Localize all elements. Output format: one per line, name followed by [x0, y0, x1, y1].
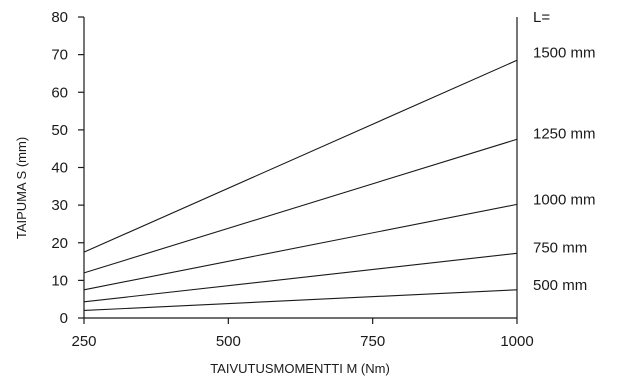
- series-label: 1250 mm: [533, 125, 596, 142]
- x-tick-label: 1000: [500, 333, 533, 350]
- y-tick-label: 60: [51, 84, 68, 101]
- series-line: [83, 203, 518, 291]
- series-line: [83, 138, 518, 274]
- x-axis-title: TAIVUTUSMOMENTTI M (Nm): [210, 361, 390, 376]
- series-label: 750 mm: [533, 239, 587, 256]
- y-tick-label: 70: [51, 47, 68, 64]
- y-tick-label: 10: [51, 272, 68, 289]
- y-tick-label: 50: [51, 122, 68, 139]
- x-tick-label: 250: [71, 333, 96, 350]
- series-line: [83, 59, 518, 253]
- x-tick-label: 500: [216, 333, 241, 350]
- y-tick-label: 0: [60, 310, 68, 327]
- y-axis-title: TAIPUMA S (mm): [14, 137, 29, 239]
- series-lines: [83, 59, 518, 312]
- series-labels: 500 mm 750 mm 1000 mm 1250 mm 1500 mm: [533, 44, 596, 294]
- plot-axes: [83, 17, 518, 319]
- y-tick-label: 20: [51, 235, 68, 252]
- series-label: 1000 mm: [533, 191, 596, 208]
- series-label: 500 mm: [533, 277, 587, 294]
- y-axis-ticks: 0 10 20 30 40 50 60 70 80: [51, 9, 84, 327]
- y-tick-label: 80: [51, 9, 68, 26]
- y-tick-label: 30: [51, 197, 68, 214]
- legend-title: L=: [533, 9, 550, 26]
- x-tick-label: 750: [360, 333, 385, 350]
- series-line: [83, 289, 518, 312]
- series-label: 1500 mm: [533, 44, 596, 61]
- series-line: [83, 252, 518, 303]
- x-axis-ticks: 250 500 750 1000: [71, 318, 534, 350]
- y-tick-label: 40: [51, 160, 68, 177]
